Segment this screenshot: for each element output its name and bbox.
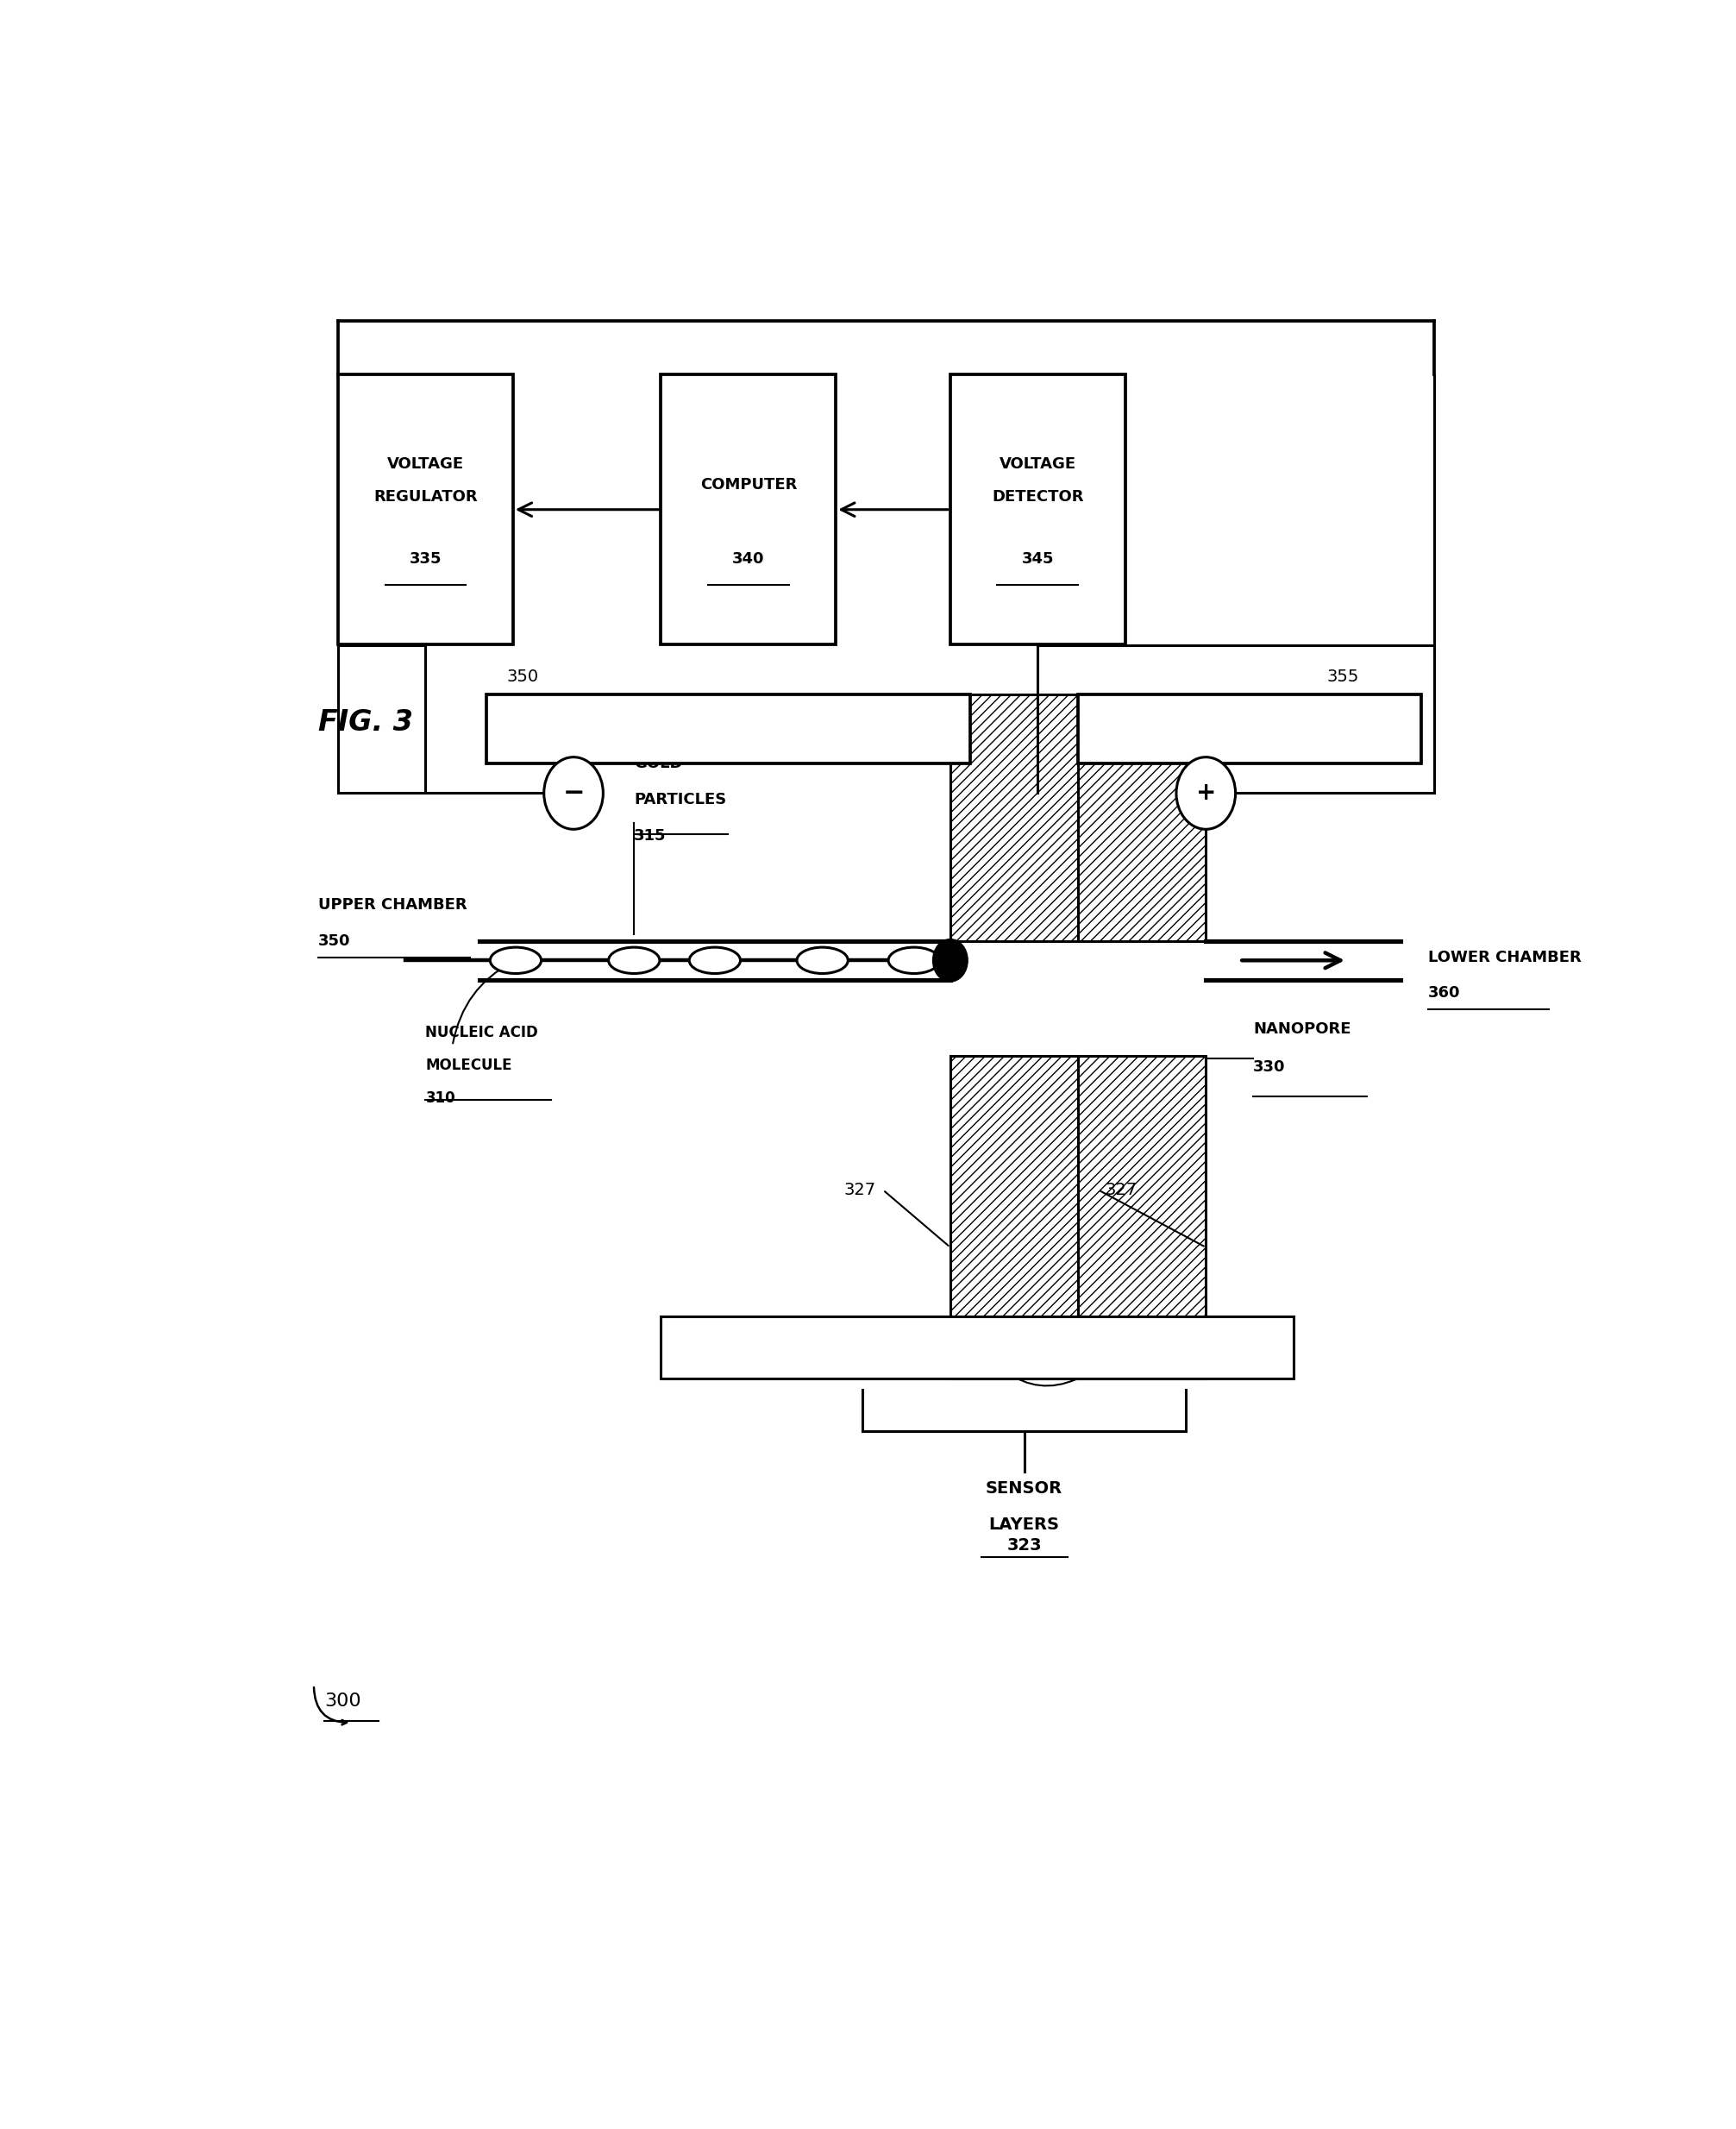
- Text: 327: 327: [1104, 1182, 1137, 1199]
- Text: 330: 330: [1253, 1060, 1285, 1075]
- Ellipse shape: [797, 947, 847, 973]
- Bar: [339, 375, 514, 645]
- Bar: [950, 375, 1125, 645]
- Text: 335: 335: [410, 551, 441, 566]
- Circle shape: [1177, 758, 1236, 828]
- Text: DETECTOR: DETECTOR: [991, 490, 1083, 505]
- Bar: [661, 375, 837, 645]
- Text: NANOPORE: NANOPORE: [1253, 1022, 1351, 1037]
- Text: GOLD: GOLD: [634, 756, 682, 771]
- Text: 345: 345: [1021, 551, 1054, 566]
- Text: MOLECULE: MOLECULE: [425, 1058, 512, 1073]
- Text: 350: 350: [318, 933, 351, 950]
- Text: NUCLEIC ACID: NUCLEIC ACID: [425, 1024, 538, 1041]
- Text: PARTICLES: PARTICLES: [634, 792, 727, 807]
- Text: VOLTAGE: VOLTAGE: [387, 456, 464, 471]
- Text: LOWER CHAMBER: LOWER CHAMBER: [1427, 950, 1581, 964]
- Circle shape: [932, 939, 967, 981]
- Bar: [950, 1056, 1078, 1377]
- Text: LAYERS: LAYERS: [990, 1516, 1059, 1533]
- Text: FIG. 3: FIG. 3: [318, 709, 413, 737]
- Circle shape: [543, 758, 602, 828]
- Ellipse shape: [609, 947, 660, 973]
- Text: COMPUTER: COMPUTER: [700, 477, 797, 492]
- Bar: [950, 694, 1078, 941]
- Text: 300: 300: [325, 1693, 361, 1710]
- Text: 315: 315: [634, 828, 667, 843]
- Text: 355: 355: [1326, 669, 1359, 686]
- Text: 310: 310: [425, 1090, 455, 1105]
- Text: SENSOR: SENSOR: [986, 1480, 1062, 1497]
- Text: +: +: [1196, 781, 1215, 805]
- Text: 323: 323: [1007, 1537, 1042, 1554]
- Bar: [661, 1316, 1293, 1377]
- Ellipse shape: [889, 947, 939, 973]
- Text: 325: 325: [988, 1354, 1021, 1371]
- Ellipse shape: [689, 947, 740, 973]
- Text: REGULATOR: REGULATOR: [373, 490, 477, 505]
- Text: 340: 340: [733, 551, 764, 566]
- Text: 350: 350: [507, 669, 538, 686]
- Text: VOLTAGE: VOLTAGE: [1000, 456, 1076, 471]
- Text: 327: 327: [844, 1182, 877, 1199]
- Bar: [486, 694, 970, 764]
- Text: UPPER CHAMBER: UPPER CHAMBER: [318, 896, 467, 913]
- Bar: [1078, 694, 1207, 941]
- Bar: [1078, 694, 1422, 764]
- Text: 360: 360: [1427, 986, 1460, 1001]
- Text: −: −: [562, 781, 585, 805]
- Ellipse shape: [490, 947, 542, 973]
- Bar: [1078, 1056, 1207, 1377]
